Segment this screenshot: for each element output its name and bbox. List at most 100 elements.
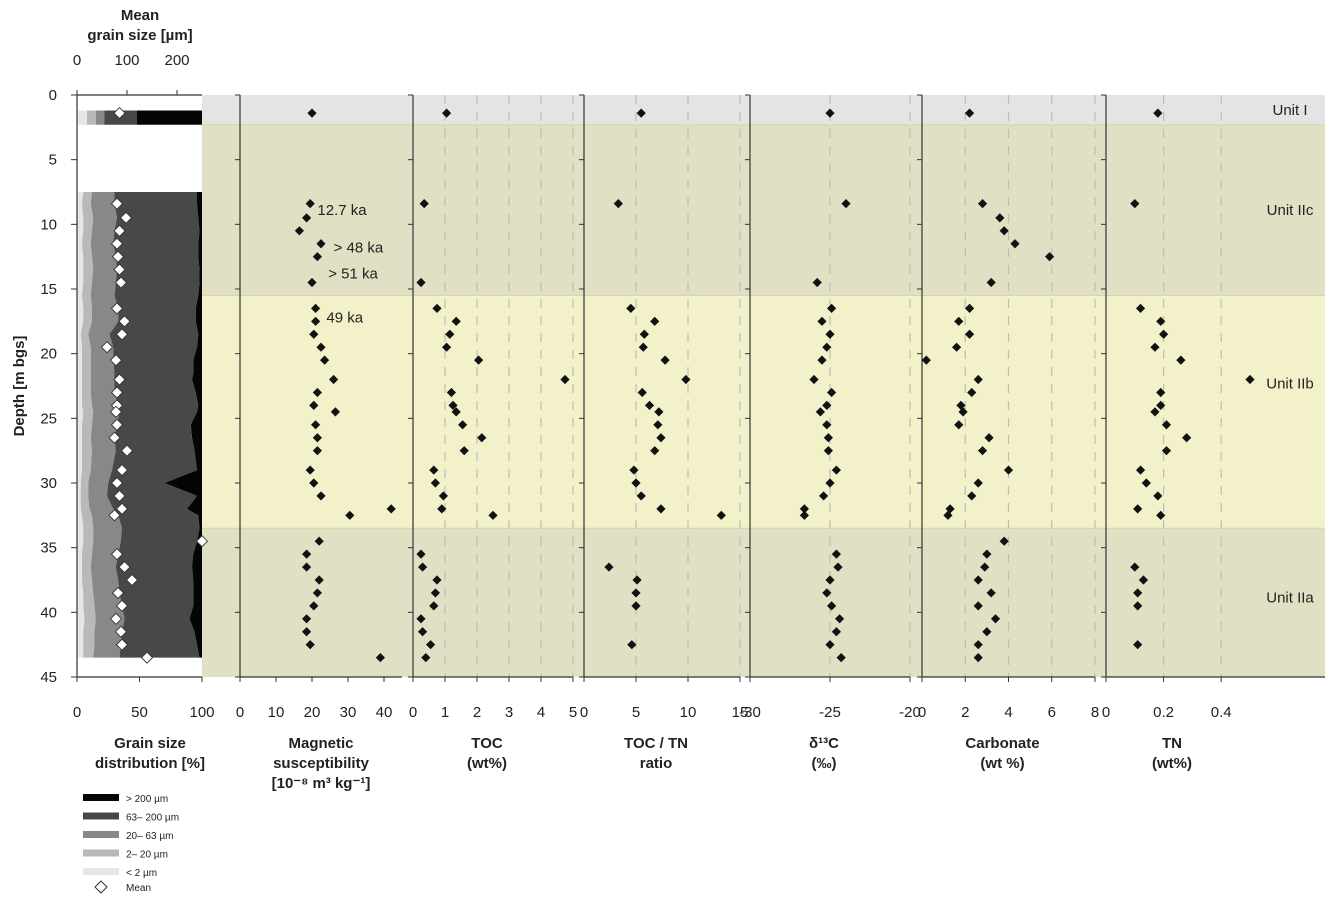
data-point xyxy=(305,465,315,475)
data-point xyxy=(311,316,321,326)
unit-band xyxy=(202,95,1325,125)
data-point xyxy=(294,226,304,236)
data-point xyxy=(418,562,428,572)
panel-x-tick-label: 10 xyxy=(268,704,285,721)
panel-axis-label: ratio xyxy=(640,755,673,772)
data-point xyxy=(430,478,440,488)
mean-grain-size-title: Mean xyxy=(121,7,159,24)
data-point xyxy=(656,433,666,443)
mean-grain-size-point xyxy=(110,418,124,431)
panel-axis-label: Carbonate xyxy=(965,735,1039,752)
depth-tick-label: 20 xyxy=(40,346,57,363)
depth-tick-label: 35 xyxy=(40,540,57,557)
data-point xyxy=(309,329,319,339)
mean-grain-size-point xyxy=(119,211,133,225)
data-point xyxy=(967,387,977,398)
data-point xyxy=(416,277,426,288)
mean-grain-size-point xyxy=(108,431,121,444)
data-point xyxy=(973,575,983,585)
data-point xyxy=(1161,420,1172,430)
mean-grain-size-point xyxy=(115,502,129,516)
data-point xyxy=(312,252,322,262)
panel-x-tick-label: 15 xyxy=(732,704,749,721)
data-point xyxy=(375,653,385,663)
grain-size-area-2 xyxy=(95,110,105,125)
grain-size-axis-label: distribution [%] xyxy=(95,755,205,772)
data-point xyxy=(477,433,487,443)
data-point xyxy=(302,614,312,624)
data-point xyxy=(459,446,469,456)
data-point xyxy=(1130,562,1140,572)
data-point xyxy=(982,549,992,559)
panel-x-tick-label: -20 xyxy=(899,704,921,721)
data-point xyxy=(631,478,641,488)
data-point xyxy=(986,588,996,598)
mean-grain-size-point xyxy=(110,197,124,210)
data-point xyxy=(958,407,968,417)
data-point xyxy=(827,303,837,313)
data-point xyxy=(419,199,429,209)
data-point xyxy=(1153,108,1163,118)
data-point xyxy=(604,562,614,572)
panel-x-tick-label: 2 xyxy=(473,704,481,721)
data-point xyxy=(1044,252,1055,262)
panel-axis-label: [10⁻⁸ m³ kg⁻¹] xyxy=(272,775,371,792)
panel-x-tick-label: 1 xyxy=(441,704,449,721)
data-point xyxy=(1133,601,1143,611)
data-point xyxy=(817,355,827,365)
data-point xyxy=(311,303,321,313)
data-point xyxy=(973,601,983,611)
data-point xyxy=(1003,465,1014,475)
data-point xyxy=(309,601,319,611)
data-point xyxy=(305,640,315,650)
panel-x-tick-label: 0 xyxy=(918,704,926,721)
panel-x-tick-label: 4 xyxy=(537,704,545,721)
data-point xyxy=(825,108,835,118)
data-point xyxy=(316,491,326,501)
age-annotation: > 48 ka xyxy=(334,240,384,257)
data-point xyxy=(841,199,851,209)
data-point xyxy=(302,213,312,223)
data-point xyxy=(1133,504,1143,514)
data-point xyxy=(653,420,663,430)
panel-x-tick-label: 5 xyxy=(632,704,640,721)
mean-grain-size-point xyxy=(195,535,209,548)
grain-size-area-1 xyxy=(87,110,96,125)
data-point xyxy=(977,446,988,456)
grain-size-panel xyxy=(77,95,209,677)
data-point xyxy=(302,627,312,637)
panel-x-tick-label: -25 xyxy=(819,704,841,721)
data-point xyxy=(660,355,670,365)
depth-tick-label: 40 xyxy=(40,604,57,621)
depth-tick-label: 45 xyxy=(40,669,57,686)
data-point xyxy=(825,575,835,585)
panel-x-tick-label: 3 xyxy=(505,704,513,721)
data-point xyxy=(967,491,977,501)
data-point xyxy=(309,478,319,488)
data-point xyxy=(632,575,642,585)
depth-tick-label: 10 xyxy=(40,216,57,233)
mean-grain-size-point xyxy=(109,612,123,625)
data-point xyxy=(995,213,1005,223)
panel-x-tick-label: 0.2 xyxy=(1153,704,1174,721)
age-annotation: 49 ka xyxy=(326,309,363,326)
data-point xyxy=(416,614,426,624)
data-point xyxy=(626,303,636,313)
data-point xyxy=(1182,433,1192,443)
legend-swatch xyxy=(83,794,119,801)
data-point xyxy=(973,374,983,385)
data-point xyxy=(644,400,655,410)
grain-size-tick-label: 50 xyxy=(131,704,148,721)
data-point xyxy=(312,588,322,598)
panel-x-tick-label: 20 xyxy=(304,704,321,721)
data-point xyxy=(822,400,832,410)
panel-1 xyxy=(408,94,574,682)
panel-2 xyxy=(579,94,741,682)
data-point xyxy=(305,199,315,209)
data-point xyxy=(650,316,660,326)
data-point xyxy=(451,407,461,417)
grain-size-area-4 xyxy=(164,192,202,658)
mean-grain-size-point xyxy=(115,328,129,341)
mean-grain-size-point xyxy=(110,547,124,561)
legend-swatch xyxy=(83,831,119,838)
